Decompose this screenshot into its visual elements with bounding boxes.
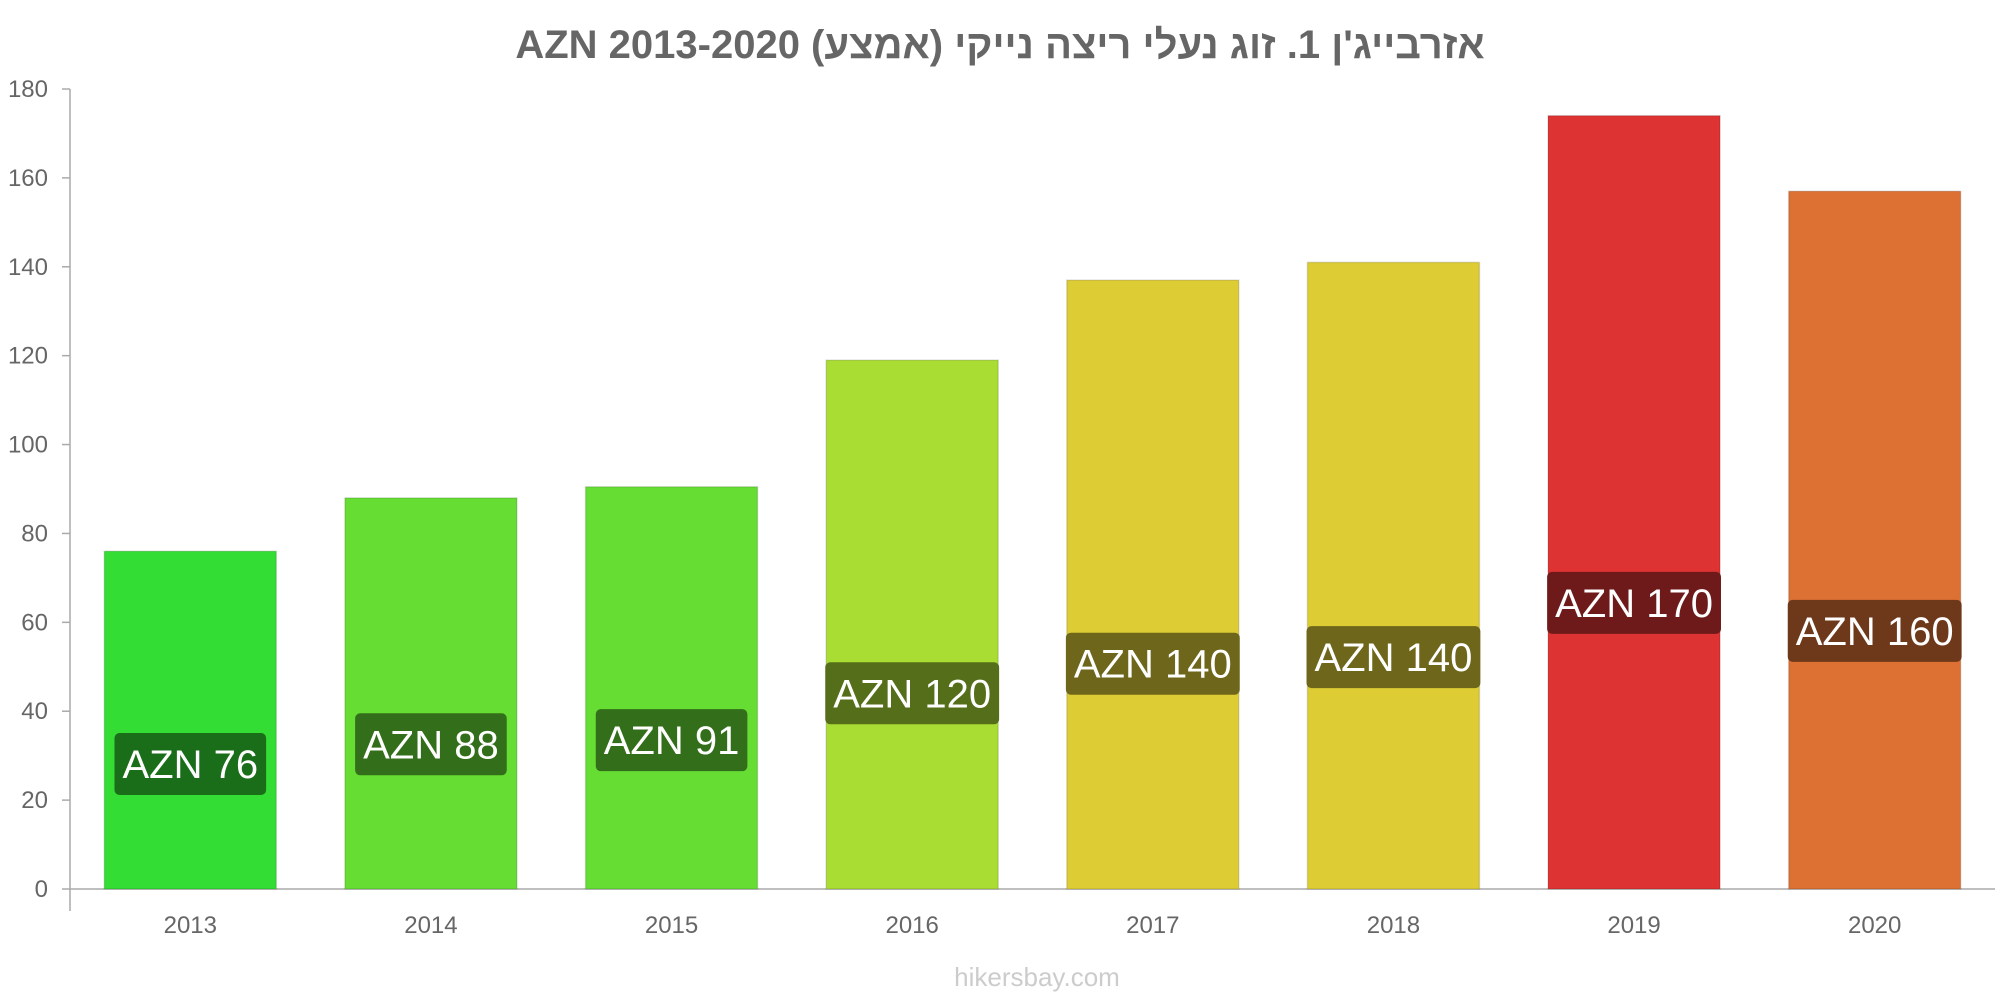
y-tick-label: 160 — [8, 165, 48, 192]
data-label-2019: AZN 170 — [1547, 571, 1721, 634]
bar-2014 — [344, 497, 518, 890]
y-tick-label: 80 — [21, 520, 48, 547]
data-label-2018: AZN 140 — [1306, 626, 1481, 689]
y-tick-label: 40 — [21, 698, 48, 725]
chart-title: אזרבייג'ן 1. זוג נעלי ריצה נייקי (אמצע) … — [515, 23, 1484, 67]
data-label-2016: AZN 120 — [825, 662, 1000, 725]
bar-2015 — [584, 486, 759, 890]
data-label-text: AZN 91 — [604, 719, 740, 763]
data-label-bg — [114, 733, 267, 796]
x-tick-label: 2018 — [1367, 912, 1420, 939]
axes: 0 20 40 60 80 100 120 140 160 180 2013 2014 2015 2016… — [8, 76, 1995, 939]
y-tick-label: 60 — [21, 609, 48, 636]
x-tick-label: 2014 — [404, 912, 457, 939]
y-tick-label: 20 — [21, 787, 48, 814]
data-label-2015: AZN 91 — [595, 709, 748, 772]
data-label-text: AZN 120 — [833, 672, 991, 716]
data-label-text: AZN 140 — [1074, 643, 1232, 687]
data-label-bg — [1787, 599, 1962, 662]
y-tick-label: 180 — [8, 76, 48, 103]
data-label-bg — [825, 662, 1000, 725]
data-label-2014: AZN 88 — [355, 713, 507, 776]
bar-2020 — [1787, 190, 1962, 890]
data-label-bg — [595, 709, 748, 772]
data-label-2020: AZN 160 — [1787, 599, 1962, 662]
x-tick-label: 2016 — [885, 912, 938, 939]
data-label-bg — [1547, 571, 1721, 634]
data-label-text: AZN 170 — [1555, 582, 1713, 626]
data-label-bg — [1065, 632, 1240, 695]
data-label-bg — [1306, 626, 1481, 689]
y-tick-label: 140 — [8, 254, 48, 281]
data-label-text: AZN 88 — [363, 723, 499, 767]
x-tick-label: 2017 — [1126, 912, 1179, 939]
data-label-text: AZN 76 — [123, 743, 259, 787]
bar-2019 — [1547, 114, 1721, 890]
data-label-text: AZN 160 — [1796, 610, 1954, 654]
y-tick-label: 0 — [35, 876, 48, 903]
bar-2018 — [1306, 261, 1481, 890]
x-tick-label: 2015 — [645, 912, 698, 939]
data-label-bg — [355, 713, 507, 776]
bar-2013 — [103, 550, 278, 890]
bar-2017 — [1066, 279, 1240, 890]
x-tick-label: 2013 — [164, 912, 217, 939]
x-tick-label: 2019 — [1607, 912, 1660, 939]
data-label-2013: AZN 76 — [114, 733, 267, 796]
bars-group — [103, 114, 1962, 890]
data-label-2017: AZN 140 — [1065, 632, 1240, 695]
x-tick-label: 2020 — [1848, 912, 1901, 939]
y-tick-label: 120 — [8, 343, 48, 370]
data-labels-group: AZN 76 AZN 88 AZN 91 AZN 120 AZN 140 AZN 140 A… — [114, 571, 1962, 796]
y-tick-label: 100 — [8, 432, 48, 459]
bar-2016 — [825, 359, 999, 890]
watermark: hikersbay.com — [954, 962, 1120, 992]
data-label-text: AZN 140 — [1315, 636, 1473, 680]
